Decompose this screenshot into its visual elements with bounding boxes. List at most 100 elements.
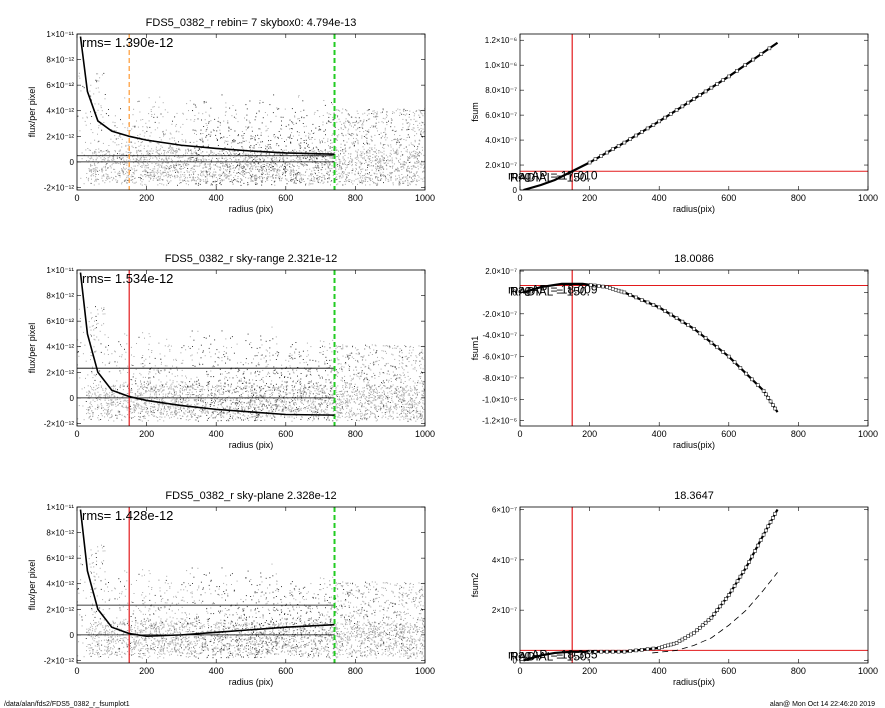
scatter-point [252, 165, 254, 167]
scatter-point [119, 158, 121, 160]
scatter-point [408, 379, 410, 381]
scatter-point [174, 402, 176, 404]
scatter-point [391, 172, 393, 174]
scatter-point [185, 151, 187, 153]
scatter-point [414, 387, 416, 389]
scatter-point [210, 166, 212, 168]
scatter-point [179, 177, 181, 179]
scatter-point [301, 392, 303, 394]
scatter-point [168, 167, 170, 169]
scatter-point [381, 382, 382, 384]
scatter-point [402, 163, 404, 165]
scatter-point [327, 152, 329, 154]
scatter-point [171, 399, 173, 401]
scatter-point [384, 413, 386, 415]
scatter-point [365, 184, 366, 186]
scatter-point [193, 159, 195, 161]
scatter-point [80, 90, 82, 92]
scatter-point [258, 158, 260, 160]
scatter-point [251, 130, 253, 132]
scatter-point [210, 152, 212, 154]
scatter-point [95, 79, 97, 81]
scatter-point [280, 154, 282, 156]
scatter-point [236, 172, 238, 174]
scatter-point [397, 178, 398, 180]
scatter-point [153, 385, 155, 387]
scatter-point [246, 417, 248, 419]
scatter-point [115, 130, 117, 132]
scatter-point [350, 181, 352, 183]
scatter-point [238, 164, 240, 166]
scatter-point [144, 174, 146, 176]
scatter-point [132, 156, 133, 158]
scatter-point [412, 179, 413, 181]
scatter-point [327, 167, 329, 169]
scatter-point [141, 141, 143, 143]
scatter-point [292, 168, 294, 170]
scatter-point [252, 136, 254, 137]
scatter-point [170, 152, 172, 154]
scatter-point [200, 408, 202, 410]
scatter-point [326, 112, 328, 114]
scatter-point [412, 155, 414, 157]
scatter-point [210, 150, 211, 152]
scatter-point [241, 171, 243, 173]
scatter-point [386, 411, 388, 413]
scatter-point [232, 180, 234, 181]
scatter-point [420, 127, 422, 129]
scatter-point [148, 160, 150, 162]
scatter-point [361, 124, 363, 126]
scatter-point [342, 108, 344, 110]
scatter-point [88, 177, 90, 179]
scatter-point [254, 407, 256, 409]
scatter-point [249, 168, 251, 170]
scatter-point [346, 166, 348, 168]
scatter-point [355, 167, 357, 169]
scatter-point [338, 415, 340, 417]
scatter-point [121, 346, 122, 347]
scatter-point [117, 396, 118, 398]
scatter-point [402, 177, 404, 179]
scatter-point [147, 420, 149, 422]
scatter-point [173, 385, 175, 387]
scatter-point [275, 144, 277, 146]
scatter-point [334, 126, 336, 128]
scatter-point [116, 181, 118, 183]
scatter-point [320, 129, 322, 131]
scatter-point [90, 355, 92, 356]
scatter-point [346, 174, 348, 176]
scatter-point [255, 163, 256, 165]
scatter-point [205, 166, 207, 168]
scatter-point [94, 103, 96, 105]
scatter-point [228, 172, 230, 174]
scatter-point [242, 415, 244, 416]
scatter-point [247, 184, 249, 186]
scatter-point [191, 391, 193, 393]
scatter-point [263, 166, 265, 167]
scatter-point [143, 156, 145, 158]
scatter-point [313, 167, 315, 169]
scatter-point [114, 150, 116, 151]
scatter-point [77, 418, 79, 420]
scatter-point [248, 382, 250, 384]
scatter-point [144, 166, 146, 168]
scatter-point [246, 153, 248, 155]
scatter-point [375, 345, 377, 347]
scatter-point [384, 137, 386, 139]
scatter-point [316, 163, 318, 165]
scatter-point [176, 151, 178, 153]
scatter-point [202, 363, 204, 365]
scatter-point [275, 163, 277, 165]
cumulative-marker [634, 133, 638, 138]
scatter-point [258, 111, 260, 113]
scatter-point [93, 162, 95, 164]
scatter-point [148, 180, 150, 182]
scatter-point [351, 159, 353, 161]
scatter-point [258, 171, 260, 173]
scatter-point [150, 132, 152, 134]
scatter-point [130, 391, 132, 393]
scatter-point [330, 114, 332, 115]
scatter-point [194, 177, 196, 179]
scatter-point [300, 173, 302, 175]
scatter-point [171, 159, 173, 161]
